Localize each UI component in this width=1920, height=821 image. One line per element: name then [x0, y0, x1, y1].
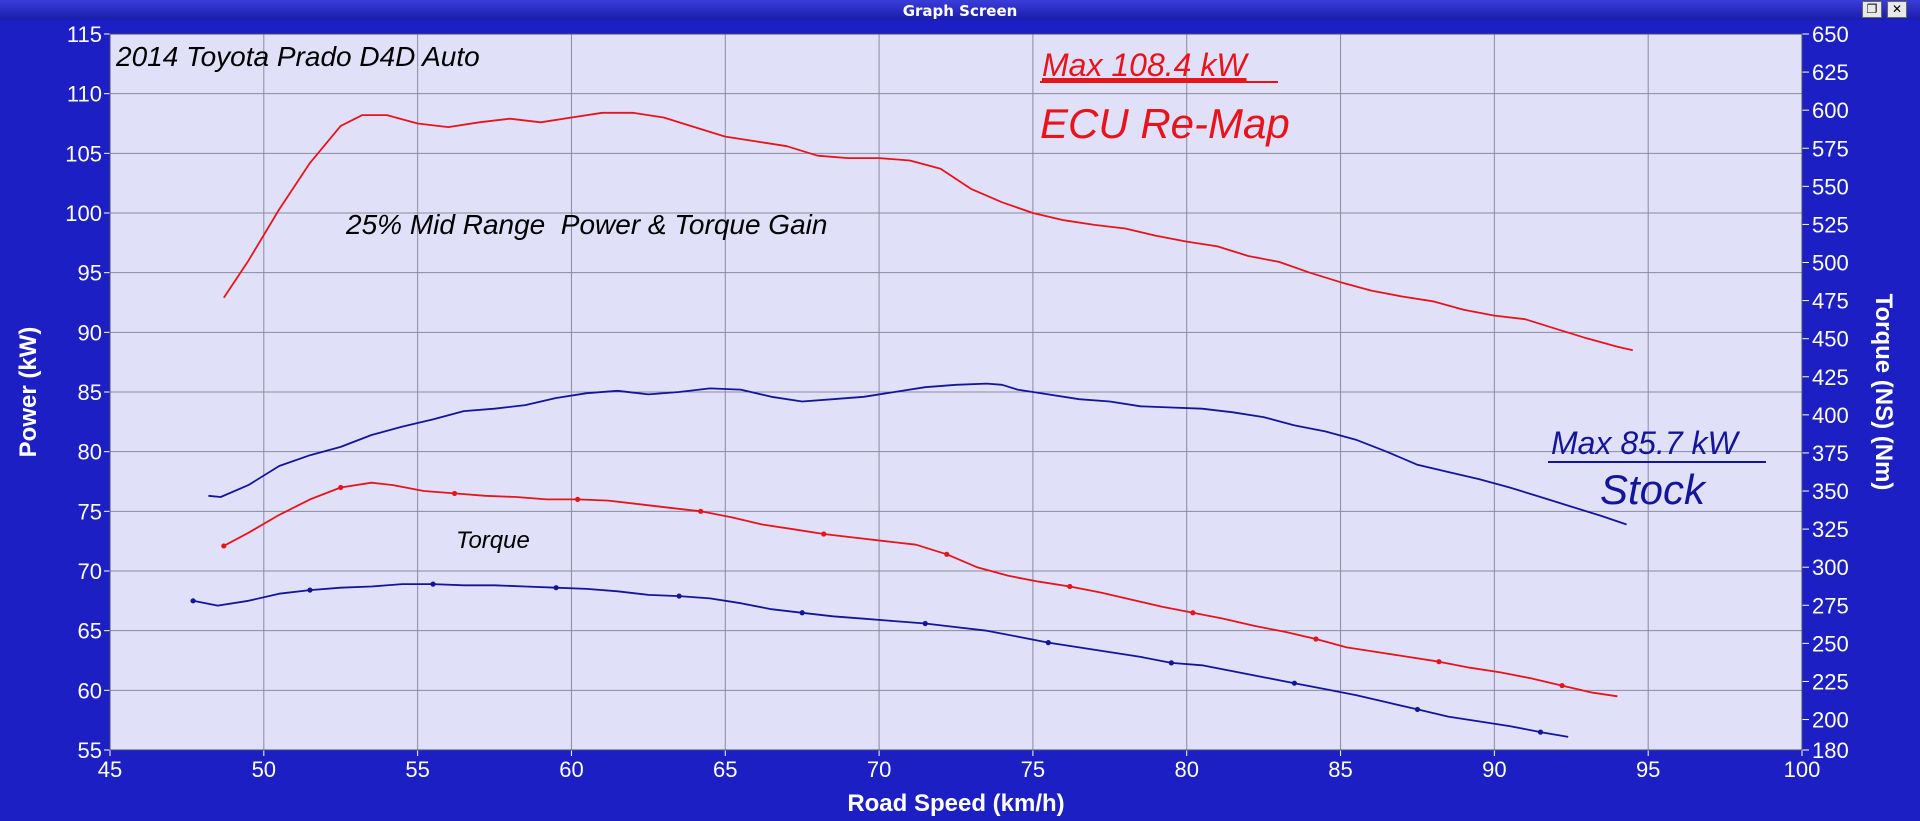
torque-stock-point: [799, 610, 805, 616]
x-tick-label: 85: [1328, 757, 1352, 782]
window-titlebar: Graph Screen ❐ ✕: [0, 0, 1920, 20]
x-tick-label: 55: [405, 757, 429, 782]
x-tick-label: 90: [1482, 757, 1506, 782]
y-left-tick-label: 100: [65, 201, 102, 226]
y-right-tick-label: 400: [1812, 403, 1849, 428]
window-title: Graph Screen: [902, 2, 1018, 20]
remap-legend-label: ECU Re-Map: [1040, 100, 1290, 147]
power-stock-line: [208, 382, 1627, 526]
axes: 45 50 55 60 65 70 75 80 85 90 95 100 55 60 65 70 75 80 85 9…: [65, 22, 1848, 782]
torque-stock-point: [676, 593, 682, 599]
torque-stock-point: [1414, 706, 1421, 713]
torque-ecu-re-map-point: [1190, 610, 1196, 616]
y-right-tick-label: 350: [1812, 479, 1849, 504]
y-right-tick-label: 450: [1812, 327, 1849, 352]
y-left-tick-label: 105: [65, 141, 102, 166]
x-tick-label: 60: [559, 757, 583, 782]
chart-title: 2014 Toyota Prado D4D Auto: [115, 41, 480, 72]
y-left-tick-label: 60: [78, 678, 102, 703]
y-right-tick-label: 475: [1812, 289, 1849, 314]
y-left-tick-label: 90: [78, 320, 102, 345]
x-tick-label: 100: [1784, 757, 1821, 782]
torque-stock-point: [1168, 660, 1174, 666]
torque-ecu-re-map-point: [338, 484, 344, 491]
torque-label: Torque: [456, 527, 530, 554]
x-tick-label: 95: [1636, 757, 1660, 782]
y-right-tick-label: 625: [1812, 60, 1849, 85]
torque-stock-point: [307, 587, 313, 593]
y-right-tick-label: 500: [1812, 251, 1849, 276]
x-tick-label: 80: [1174, 757, 1198, 782]
power-ecu-re-map-line: [223, 111, 1633, 352]
torque-stock-point: [1291, 680, 1297, 686]
torque-stock-point: [1537, 729, 1544, 735]
y-right-tick-label: 375: [1812, 441, 1849, 466]
y-right-tick-label: 425: [1812, 365, 1849, 390]
torque-ecu-re-map-point: [944, 551, 950, 557]
y-right-tick-label: 250: [1812, 631, 1849, 656]
y-left-tick-label: 75: [78, 499, 102, 524]
torque-ecu-re-map-point: [698, 508, 704, 514]
x-tick-label: 45: [98, 757, 122, 782]
torque-ecu-re-map-point: [1313, 636, 1319, 642]
torque-ecu-re-map-point: [221, 543, 227, 549]
y-axis-label-left: Power (kW): [15, 327, 42, 458]
torque-stock-point: [1045, 640, 1051, 646]
x-tick-label: 75: [1021, 757, 1045, 782]
y-left-tick-label: 65: [78, 619, 102, 644]
y-right-tick-label: 575: [1812, 136, 1849, 161]
torque-ecu-re-map-point: [575, 496, 581, 502]
torque-stock-point: [922, 620, 928, 627]
y-right-tick-label: 200: [1812, 708, 1849, 733]
torque-ecu-re-map-point: [451, 490, 458, 497]
close-button[interactable]: ✕: [1887, 1, 1907, 18]
x-tick-label: 50: [252, 757, 276, 782]
grid: [109, 33, 1803, 751]
y-left-tick-label: 110: [67, 82, 102, 107]
y-left-tick-label: 95: [78, 261, 102, 286]
y-right-tick-label: 300: [1812, 555, 1849, 580]
torque-ecu-re-map-line: [223, 481, 1618, 698]
stock-legend-label: Stock: [1600, 466, 1707, 513]
y-left-tick-label: 85: [78, 380, 102, 405]
x-axis-label: Road Speed (km/h): [847, 790, 1064, 817]
torque-stock-point: [553, 585, 559, 591]
y-right-tick-label: 550: [1812, 174, 1849, 199]
x-tick-label: 65: [713, 757, 737, 782]
y-right-tick-label: 650: [1812, 22, 1849, 47]
torque-ecu-re-map-point: [821, 531, 827, 537]
torque-ecu-re-map-point: [1436, 659, 1442, 665]
y-left-tick-label: 115: [67, 22, 102, 47]
torque-stock-point: [430, 581, 436, 587]
remap-max-label: Max 108.4 kW: [1042, 47, 1249, 83]
y-right-tick-label: 225: [1812, 669, 1849, 694]
torque-stock-line: [192, 583, 1569, 738]
torque-stock-point: [190, 598, 196, 604]
plot-border: [109, 33, 1803, 751]
gain-annotation: 25% Mid Range Power & Torque Gain: [345, 209, 827, 240]
y-right-tick-label: 600: [1812, 98, 1849, 123]
y-right-tick-label: 325: [1812, 517, 1849, 542]
y-axis-label-right: Torque (NS) (Nm): [1870, 294, 1897, 491]
y-left-tick-label: 55: [78, 738, 102, 763]
restore-button[interactable]: ❐: [1862, 1, 1882, 18]
torque-ecu-re-map-point: [1067, 583, 1073, 590]
y-right-tick-label: 275: [1812, 593, 1849, 618]
stock-max-label: Max 85.7 kW: [1551, 425, 1741, 461]
dyno-chart: 45 50 55 60 65 70 75 80 85 90 95 100 55 60 65 70 75 80 85 9…: [15, 22, 1897, 817]
y-left-tick-label: 80: [78, 440, 102, 465]
y-left-tick-label: 70: [78, 559, 102, 584]
x-tick-label: 70: [867, 757, 891, 782]
y-right-tick-label: 525: [1812, 212, 1849, 237]
y-right-tick-label: 180: [1812, 738, 1849, 763]
torque-ecu-re-map-point: [1559, 682, 1565, 689]
series-group: [190, 111, 1633, 738]
